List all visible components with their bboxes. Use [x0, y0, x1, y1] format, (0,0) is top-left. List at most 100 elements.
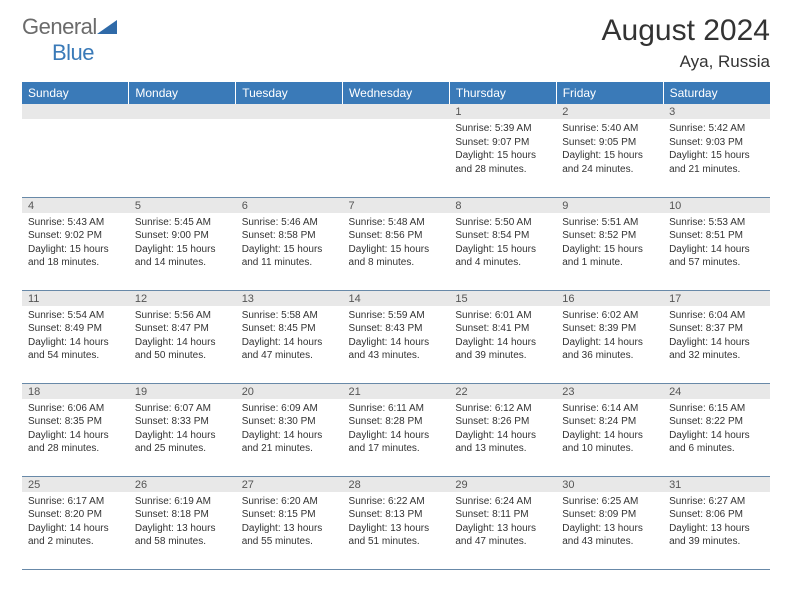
logo-text: General Blue [22, 14, 117, 66]
calendar-cell: 6Sunrise: 5:46 AMSunset: 8:58 PMDaylight… [236, 197, 343, 290]
sunrise-text: Sunrise: 5:48 AM [349, 216, 444, 230]
day-detail: Sunrise: 6:07 AMSunset: 8:33 PMDaylight:… [129, 399, 236, 460]
day-number [22, 104, 129, 119]
day-number: 8 [449, 198, 556, 213]
sunrise-text: Sunrise: 6:07 AM [135, 402, 230, 416]
day-detail: Sunrise: 6:04 AMSunset: 8:37 PMDaylight:… [663, 306, 770, 367]
calendar-cell: 9Sunrise: 5:51 AMSunset: 8:52 PMDaylight… [556, 197, 663, 290]
sunrise-text: Sunrise: 5:45 AM [135, 216, 230, 230]
calendar-cell [22, 104, 129, 197]
day-detail: Sunrise: 5:54 AMSunset: 8:49 PMDaylight:… [22, 306, 129, 367]
day-detail: Sunrise: 6:24 AMSunset: 8:11 PMDaylight:… [449, 492, 556, 553]
calendar-cell: 10Sunrise: 5:53 AMSunset: 8:51 PMDayligh… [663, 197, 770, 290]
location: Aya, Russia [602, 52, 770, 72]
sunset-text: Sunset: 8:56 PM [349, 229, 444, 243]
weekday-header: Monday [129, 82, 236, 104]
day-number: 17 [663, 291, 770, 306]
calendar-week-row: 18Sunrise: 6:06 AMSunset: 8:35 PMDayligh… [22, 383, 770, 476]
sunrise-text: Sunrise: 6:25 AM [562, 495, 657, 509]
sunset-text: Sunset: 8:22 PM [669, 415, 764, 429]
sunrise-text: Sunrise: 6:09 AM [242, 402, 337, 416]
header: General Blue August 2024 Aya, Russia [22, 14, 770, 72]
sunset-text: Sunset: 8:28 PM [349, 415, 444, 429]
calendar-table: Sunday Monday Tuesday Wednesday Thursday… [22, 82, 770, 570]
day-number: 3 [663, 104, 770, 119]
sunrise-text: Sunrise: 6:14 AM [562, 402, 657, 416]
daylight-text: Daylight: 14 hours and 32 minutes. [669, 336, 764, 363]
day-number [129, 104, 236, 119]
sunset-text: Sunset: 8:15 PM [242, 508, 337, 522]
calendar-body: 1Sunrise: 5:39 AMSunset: 9:07 PMDaylight… [22, 104, 770, 569]
logo-triangle-icon [97, 14, 117, 40]
sunset-text: Sunset: 8:49 PM [28, 322, 123, 336]
daylight-text: Daylight: 13 hours and 58 minutes. [135, 522, 230, 549]
sunset-text: Sunset: 8:39 PM [562, 322, 657, 336]
sunset-text: Sunset: 8:20 PM [28, 508, 123, 522]
day-number: 10 [663, 198, 770, 213]
calendar-cell: 23Sunrise: 6:14 AMSunset: 8:24 PMDayligh… [556, 383, 663, 476]
sunrise-text: Sunrise: 5:43 AM [28, 216, 123, 230]
sunset-text: Sunset: 9:03 PM [669, 136, 764, 150]
sunrise-text: Sunrise: 6:27 AM [669, 495, 764, 509]
day-detail: Sunrise: 5:56 AMSunset: 8:47 PMDaylight:… [129, 306, 236, 367]
sunset-text: Sunset: 8:37 PM [669, 322, 764, 336]
daylight-text: Daylight: 15 hours and 18 minutes. [28, 243, 123, 270]
daylight-text: Daylight: 14 hours and 6 minutes. [669, 429, 764, 456]
daylight-text: Daylight: 14 hours and 2 minutes. [28, 522, 123, 549]
daylight-text: Daylight: 15 hours and 11 minutes. [242, 243, 337, 270]
calendar-cell: 5Sunrise: 5:45 AMSunset: 9:00 PMDaylight… [129, 197, 236, 290]
calendar-cell: 2Sunrise: 5:40 AMSunset: 9:05 PMDaylight… [556, 104, 663, 197]
daylight-text: Daylight: 15 hours and 1 minute. [562, 243, 657, 270]
sunset-text: Sunset: 9:02 PM [28, 229, 123, 243]
day-number: 21 [343, 384, 450, 399]
day-detail: Sunrise: 6:02 AMSunset: 8:39 PMDaylight:… [556, 306, 663, 367]
daylight-text: Daylight: 14 hours and 17 minutes. [349, 429, 444, 456]
daylight-text: Daylight: 14 hours and 47 minutes. [242, 336, 337, 363]
calendar-cell: 1Sunrise: 5:39 AMSunset: 9:07 PMDaylight… [449, 104, 556, 197]
calendar-cell: 11Sunrise: 5:54 AMSunset: 8:49 PMDayligh… [22, 290, 129, 383]
daylight-text: Daylight: 15 hours and 8 minutes. [349, 243, 444, 270]
calendar-cell: 31Sunrise: 6:27 AMSunset: 8:06 PMDayligh… [663, 476, 770, 569]
day-detail: Sunrise: 6:06 AMSunset: 8:35 PMDaylight:… [22, 399, 129, 460]
calendar-cell: 22Sunrise: 6:12 AMSunset: 8:26 PMDayligh… [449, 383, 556, 476]
calendar-week-row: 11Sunrise: 5:54 AMSunset: 8:49 PMDayligh… [22, 290, 770, 383]
sunrise-text: Sunrise: 6:02 AM [562, 309, 657, 323]
sunrise-text: Sunrise: 5:59 AM [349, 309, 444, 323]
calendar-cell: 12Sunrise: 5:56 AMSunset: 8:47 PMDayligh… [129, 290, 236, 383]
sunset-text: Sunset: 8:26 PM [455, 415, 550, 429]
calendar-cell: 16Sunrise: 6:02 AMSunset: 8:39 PMDayligh… [556, 290, 663, 383]
day-detail: Sunrise: 6:22 AMSunset: 8:13 PMDaylight:… [343, 492, 450, 553]
day-number: 9 [556, 198, 663, 213]
logo: General Blue [22, 14, 117, 66]
sunset-text: Sunset: 9:00 PM [135, 229, 230, 243]
day-detail: Sunrise: 6:11 AMSunset: 8:28 PMDaylight:… [343, 399, 450, 460]
day-number: 4 [22, 198, 129, 213]
sunrise-text: Sunrise: 6:20 AM [242, 495, 337, 509]
day-detail: Sunrise: 5:48 AMSunset: 8:56 PMDaylight:… [343, 213, 450, 274]
day-number: 31 [663, 477, 770, 492]
calendar-cell: 30Sunrise: 6:25 AMSunset: 8:09 PMDayligh… [556, 476, 663, 569]
sunset-text: Sunset: 8:09 PM [562, 508, 657, 522]
weekday-header: Saturday [663, 82, 770, 104]
calendar-cell [129, 104, 236, 197]
daylight-text: Daylight: 14 hours and 39 minutes. [455, 336, 550, 363]
day-detail: Sunrise: 6:15 AMSunset: 8:22 PMDaylight:… [663, 399, 770, 460]
day-number [236, 104, 343, 119]
weekday-header: Tuesday [236, 82, 343, 104]
calendar-cell [343, 104, 450, 197]
day-detail: Sunrise: 6:20 AMSunset: 8:15 PMDaylight:… [236, 492, 343, 553]
weekday-header: Wednesday [343, 82, 450, 104]
day-number: 5 [129, 198, 236, 213]
sunset-text: Sunset: 8:43 PM [349, 322, 444, 336]
month-title: August 2024 [602, 14, 770, 48]
calendar-cell: 18Sunrise: 6:06 AMSunset: 8:35 PMDayligh… [22, 383, 129, 476]
sunset-text: Sunset: 8:13 PM [349, 508, 444, 522]
calendar-cell: 26Sunrise: 6:19 AMSunset: 8:18 PMDayligh… [129, 476, 236, 569]
sunset-text: Sunset: 8:06 PM [669, 508, 764, 522]
calendar-week-row: 4Sunrise: 5:43 AMSunset: 9:02 PMDaylight… [22, 197, 770, 290]
calendar-cell: 3Sunrise: 5:42 AMSunset: 9:03 PMDaylight… [663, 104, 770, 197]
calendar-cell: 17Sunrise: 6:04 AMSunset: 8:37 PMDayligh… [663, 290, 770, 383]
day-number: 22 [449, 384, 556, 399]
day-detail: Sunrise: 5:59 AMSunset: 8:43 PMDaylight:… [343, 306, 450, 367]
sunrise-text: Sunrise: 6:11 AM [349, 402, 444, 416]
